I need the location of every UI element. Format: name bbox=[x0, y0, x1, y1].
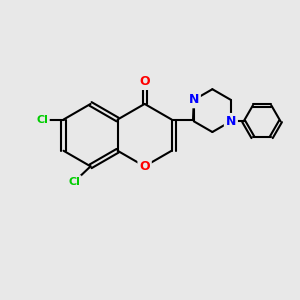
Text: N: N bbox=[189, 93, 199, 106]
Text: Cl: Cl bbox=[36, 115, 48, 124]
Text: Cl: Cl bbox=[68, 177, 80, 187]
Text: O: O bbox=[139, 160, 150, 173]
Text: N: N bbox=[226, 115, 236, 128]
Text: O: O bbox=[139, 75, 150, 88]
